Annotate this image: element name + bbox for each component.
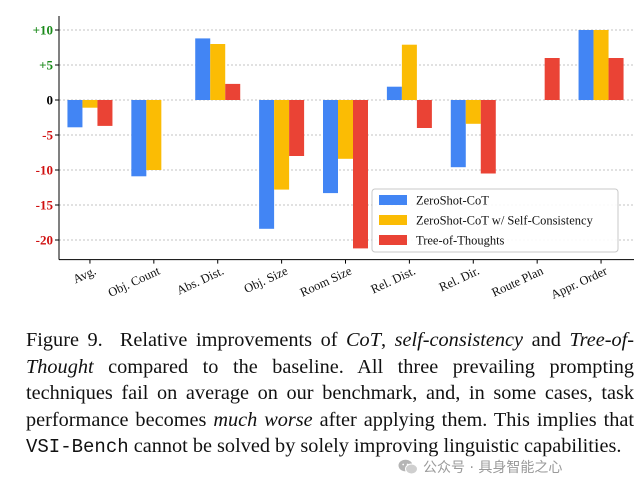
watermark-text: 公众号 · 具身智能之心 <box>423 460 563 476</box>
bar <box>401 44 417 100</box>
x-tick-label: Obj. Size <box>242 263 290 296</box>
caption-lead: Figure 9. <box>26 329 103 351</box>
y-tick-label: -20 <box>36 233 53 248</box>
bar <box>593 30 609 100</box>
legend-swatch <box>379 215 407 225</box>
bar <box>195 38 211 100</box>
legend-box <box>371 188 619 253</box>
caption-italic: self-consistency <box>394 329 524 351</box>
bar <box>416 100 432 128</box>
bar <box>82 100 98 108</box>
figure-caption: Figure 9. Relative improvements of CoT, … <box>26 327 634 461</box>
caption-text: after applying them. This implies that <box>312 408 634 431</box>
bar <box>131 100 147 177</box>
bar <box>259 100 275 229</box>
legend-label: ZeroShot-CoT w/ Self-Consistency <box>416 214 594 228</box>
caption-code: VSI-Bench <box>26 436 129 459</box>
caption-text: compared to the baseline. All three prev… <box>26 355 634 431</box>
bar <box>210 44 226 100</box>
bar <box>225 83 241 100</box>
bar <box>274 100 290 190</box>
y-tick-label: -10 <box>36 163 53 178</box>
caption-text: Relative improvements of <box>119 329 347 351</box>
y-tick-label: -5 <box>42 128 53 143</box>
caption-text: and <box>523 329 570 351</box>
legend: ZeroShot-CoT ZeroShot-CoT w/ Self-Consist… <box>371 188 619 253</box>
bar <box>67 100 83 128</box>
caption-italic: CoT <box>346 329 381 351</box>
legend-swatch <box>379 235 407 245</box>
x-tick-label: Rel. Dir. <box>437 264 482 295</box>
x-tick-label: Appr. Order <box>549 263 610 302</box>
y-tick-label: 0 <box>47 93 54 108</box>
x-tick-label: Obj. Count <box>106 263 163 299</box>
bar <box>338 100 353 159</box>
x-tick-label: Rel. Dist. <box>369 264 418 297</box>
bar <box>97 100 113 126</box>
y-tick-label: +5 <box>39 58 53 73</box>
bar <box>465 100 481 124</box>
bar <box>386 86 402 100</box>
bar <box>578 30 594 100</box>
watermark: 公众号 · 具身智能之心 <box>398 456 563 478</box>
bar <box>323 100 338 194</box>
x-tick-labels: Avg. Obj. Count Abs. Dist. Obj. Size Room Si… <box>71 259 610 302</box>
caption-text: , <box>380 329 395 351</box>
legend-label: Tree-of-Thoughts <box>416 234 505 248</box>
bar <box>544 58 560 100</box>
caption-italic: Tree-of-Thought <box>26 329 635 378</box>
x-tick-label: Room Size <box>298 263 354 299</box>
y-tick-label: +10 <box>33 23 53 38</box>
caption-text: cannot be solved by solely improving lin… <box>128 435 622 458</box>
caption-italic: much worse <box>213 408 313 431</box>
wechat-icon <box>398 459 418 475</box>
y-tick-label: -15 <box>36 198 54 213</box>
x-tick-label: Abs. Dist. <box>174 264 226 298</box>
bar <box>608 58 624 100</box>
bar <box>450 100 466 168</box>
legend-swatch <box>379 195 407 205</box>
legend-label: ZeroShot-CoT <box>416 194 489 208</box>
bars <box>67 30 624 249</box>
bar <box>480 100 496 174</box>
y-tick-labels: +10 +5 0 -5 -10 -15 -20 <box>33 23 59 248</box>
x-tick-label: Avg. <box>71 264 98 287</box>
bar <box>289 100 305 156</box>
bar <box>146 100 162 170</box>
bar <box>353 100 368 249</box>
bar-chart: +10 +5 0 -5 -10 -15 -20 Avg. Obj. Count Abs. Dis… <box>33 16 634 302</box>
x-tick-label: Route Plan <box>489 263 546 299</box>
